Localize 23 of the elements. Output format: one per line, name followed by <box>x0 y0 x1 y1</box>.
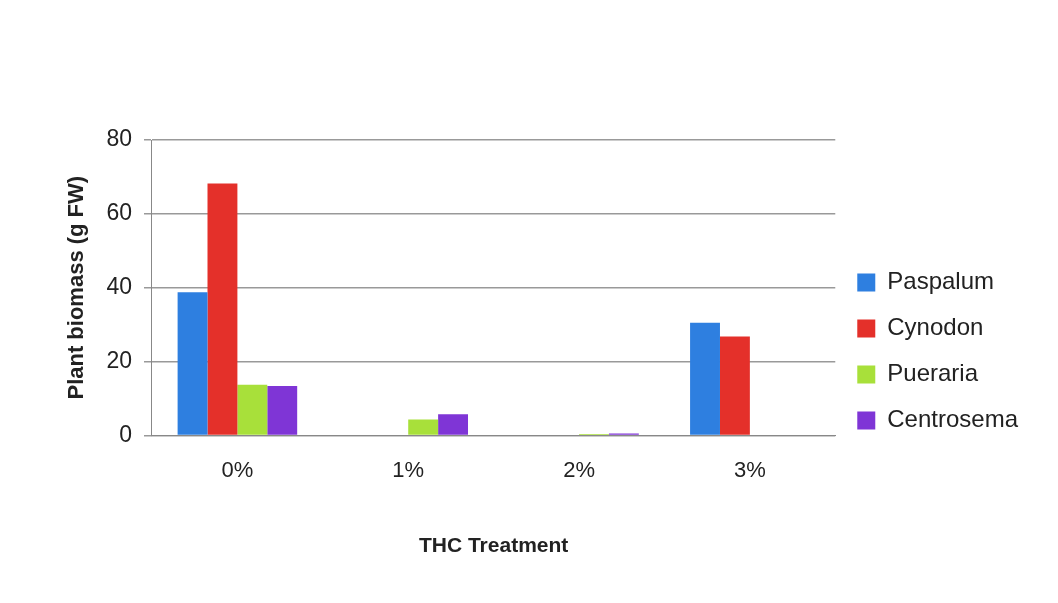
y-tick-label: 0 <box>119 420 132 447</box>
legend-label: Paspalum <box>887 267 995 295</box>
bar <box>408 419 439 435</box>
x-tick-label: 2% <box>563 456 595 482</box>
x-tick-label: 0% <box>221 456 254 482</box>
x-tick-label: 1% <box>392 456 425 482</box>
y-tick-label: 40 <box>106 273 132 300</box>
y-axis-title: Plant biomass (g FW) <box>63 175 89 400</box>
legend-label: Pueraria <box>887 359 979 387</box>
bar <box>267 385 298 435</box>
legend-label: Cynodon <box>887 313 984 341</box>
y-tick-label: 60 <box>106 199 132 226</box>
bar <box>237 384 268 435</box>
bar <box>690 322 720 435</box>
x-axis-title: THC Treatment <box>418 533 569 557</box>
bar <box>177 292 208 435</box>
bar <box>207 183 238 435</box>
legend-label: Centrosema <box>887 405 1019 433</box>
bar <box>438 414 469 435</box>
x-tick-label: 3% <box>733 456 766 482</box>
bar <box>719 336 750 435</box>
y-tick-label: 20 <box>106 346 132 373</box>
y-tick-label: 80 <box>106 125 132 152</box>
